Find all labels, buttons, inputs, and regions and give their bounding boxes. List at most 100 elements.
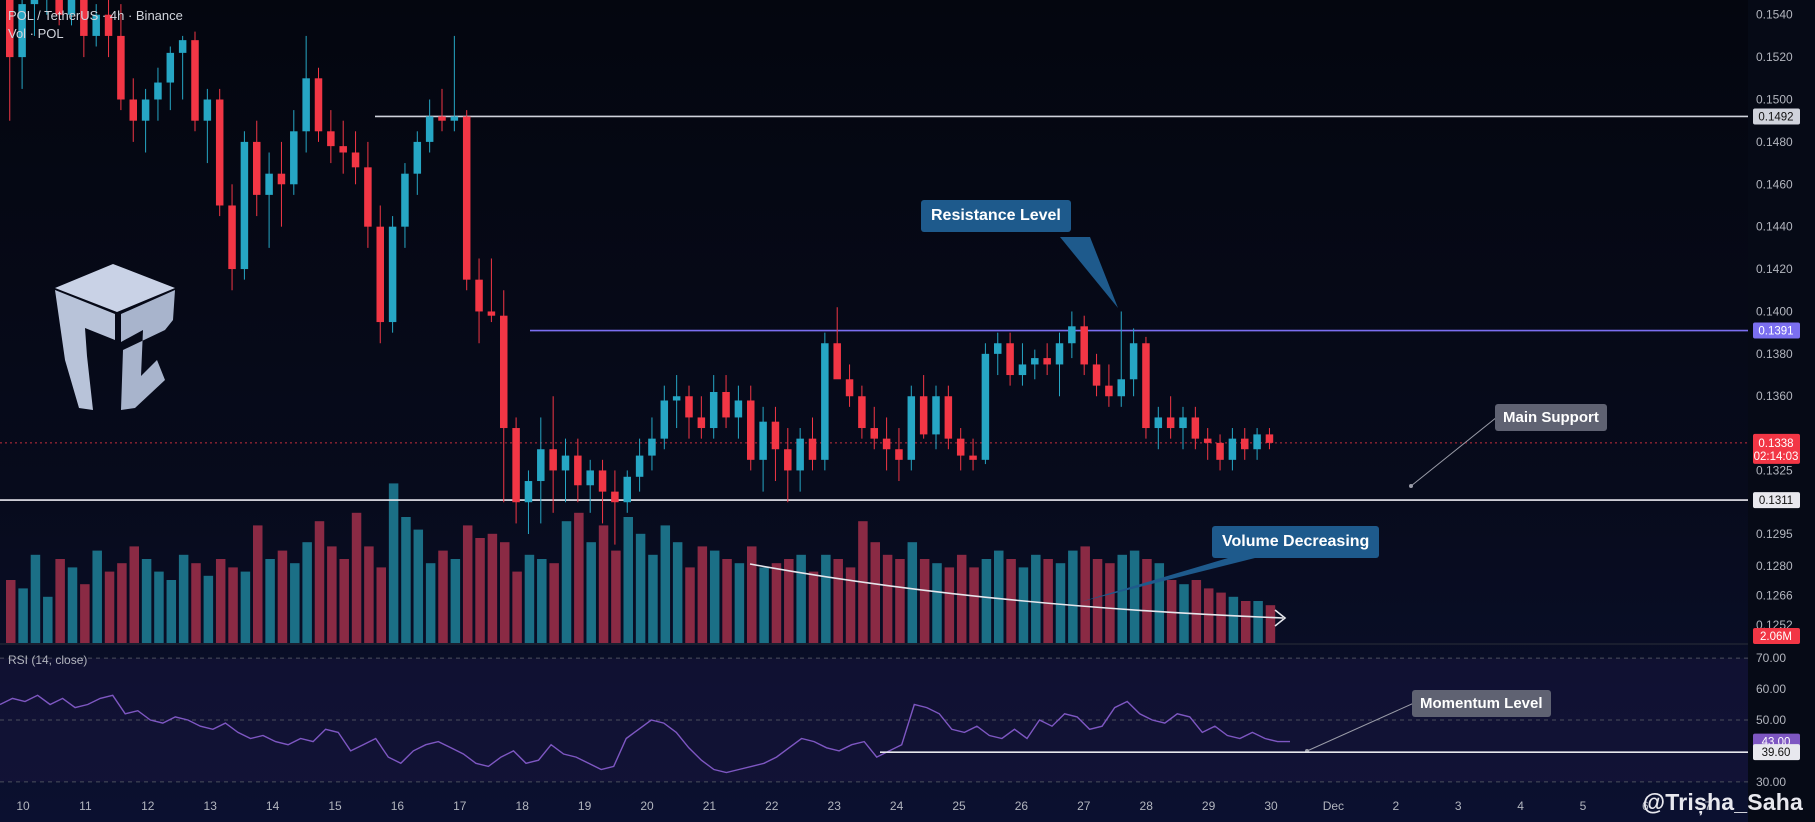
volume-bar	[1043, 559, 1053, 643]
volume-bar	[18, 588, 28, 643]
volume-bar	[117, 563, 127, 643]
volume-bar	[845, 567, 856, 643]
candle-body	[1203, 438, 1212, 443]
volume-bar	[413, 529, 424, 643]
volume-bar	[969, 567, 979, 643]
price-tick-label: 0.1440	[1756, 220, 1793, 234]
candle-body	[1216, 442, 1224, 460]
candle-body	[537, 449, 545, 482]
candle-body	[141, 99, 150, 121]
candle-body	[660, 400, 669, 439]
volume-bar	[67, 567, 78, 643]
candle-body	[18, 4, 26, 58]
volume-bar	[932, 563, 942, 643]
date-tick-label: 29	[1202, 799, 1216, 813]
volume-bar	[388, 483, 399, 643]
volume-bar	[895, 559, 905, 643]
date-tick-label: 28	[1140, 799, 1154, 813]
volume-bar	[685, 567, 695, 643]
candle-body	[1117, 379, 1125, 397]
volume-bar	[1117, 554, 1127, 643]
candle-body	[388, 226, 397, 323]
candle-body	[524, 481, 533, 503]
candle-body	[1006, 343, 1014, 376]
candle-body	[796, 438, 804, 471]
price-tick-label: 0.1500	[1756, 93, 1793, 107]
candle-body	[80, 0, 88, 36]
momentum-value-tag: 39.60	[1762, 747, 1791, 759]
candle-body	[808, 438, 817, 460]
candle-body	[351, 152, 360, 168]
candle-body	[438, 116, 446, 121]
volume-bar	[1006, 559, 1016, 643]
rsi-tick-label: 50.00	[1756, 713, 1786, 727]
candle-body	[1241, 438, 1249, 450]
price-tick-label: 0.1460	[1756, 177, 1793, 191]
level-tag-upper: 0.1492	[1758, 111, 1793, 123]
candle-body	[1018, 364, 1027, 376]
candle-body	[635, 455, 644, 477]
candle-body	[129, 99, 137, 121]
volume-bar	[1228, 596, 1239, 643]
date-tick-label: 23	[828, 799, 842, 813]
candle-body	[1105, 385, 1113, 397]
volume-bar	[265, 559, 275, 643]
candle-body	[574, 455, 582, 486]
volume-bar	[919, 559, 930, 643]
candle-body	[1228, 438, 1237, 460]
candle-body	[1191, 417, 1200, 439]
volume-bar	[203, 575, 214, 643]
level-tag-resistance-bg	[1753, 322, 1800, 339]
date-tick-label: 14	[266, 799, 280, 813]
date-tick-label: 25	[952, 799, 966, 813]
volume-bar	[487, 533, 498, 643]
symbol-title: POL / TetherUS · 4h · Binance	[8, 8, 183, 23]
last-price-tag-bg	[1753, 433, 1800, 464]
volume-bar	[30, 554, 41, 643]
date-tick-label: Dec	[1323, 799, 1344, 813]
rsi-line	[0, 694, 1290, 774]
volume-bar	[1031, 554, 1041, 643]
volume-bar	[956, 554, 967, 643]
candle-body	[1166, 417, 1175, 429]
candle-body	[561, 455, 570, 471]
arrow-head	[1274, 609, 1287, 627]
candle-body	[747, 400, 755, 460]
candle-body	[92, 14, 100, 36]
volume-bar	[1154, 563, 1165, 643]
candle-body	[833, 343, 841, 380]
date-tick-label: 20	[640, 799, 654, 813]
candle-body	[450, 116, 459, 121]
candle-body	[253, 141, 261, 195]
rsi-tick-label: 30.00	[1756, 775, 1786, 789]
candle-body	[327, 131, 335, 147]
candle-body	[821, 343, 829, 460]
candle-body	[191, 40, 199, 121]
candle-body	[969, 455, 977, 460]
candle-body	[882, 438, 891, 450]
candle-body	[858, 396, 866, 429]
candle-body	[302, 78, 310, 132]
level-tag-support-bg	[1753, 492, 1800, 509]
volume-bar	[154, 571, 164, 643]
candle-body	[1043, 358, 1051, 365]
price-tick-label: 0.1295	[1756, 527, 1793, 541]
volume-bar	[80, 584, 90, 643]
candle-body	[376, 226, 384, 323]
price-tick-label: 0.1540	[1756, 8, 1793, 22]
volume-bar	[771, 563, 782, 643]
candle-body	[697, 417, 706, 429]
candle-body	[67, 0, 76, 15]
volume-bar	[104, 571, 115, 643]
rsi-tick-label: 70.00	[1756, 651, 1786, 665]
candle-body	[1055, 343, 1064, 365]
candle-body	[117, 35, 125, 100]
candle-body	[1142, 343, 1150, 429]
volume-bar	[598, 525, 609, 643]
candle-body	[709, 392, 718, 429]
volume-bar	[697, 546, 708, 643]
date-tick-label: 22	[765, 799, 779, 813]
candle-body	[598, 470, 607, 492]
